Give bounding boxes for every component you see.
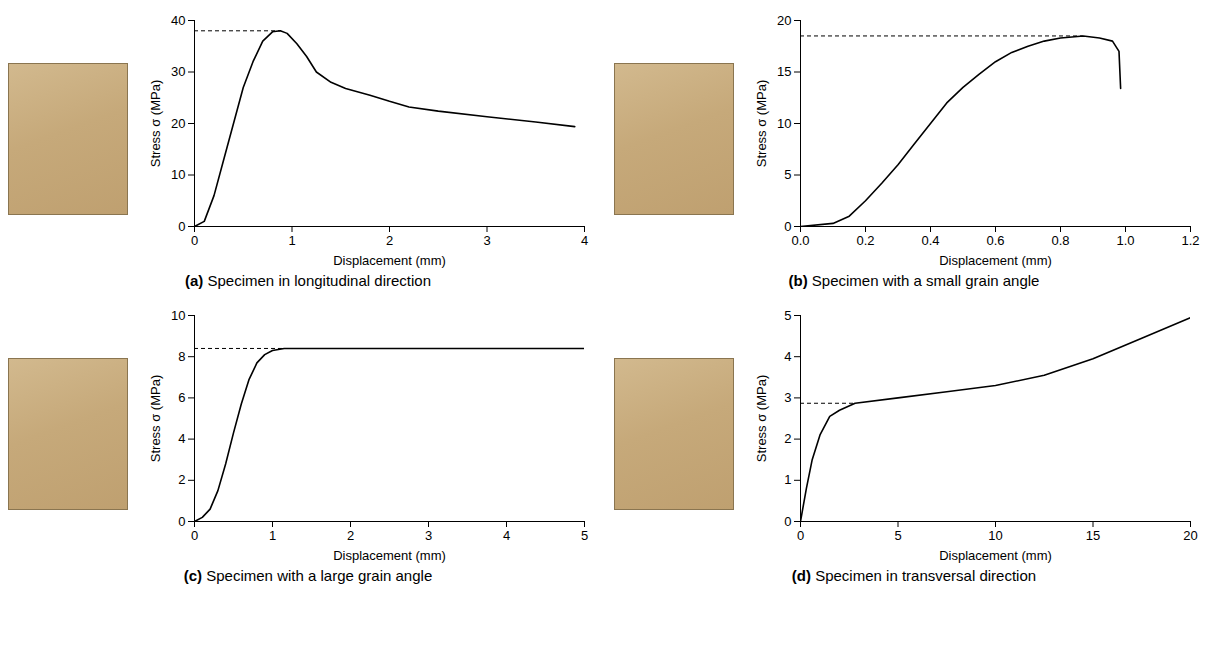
svg-text:3: 3 — [425, 528, 432, 543]
svg-text:0: 0 — [191, 233, 198, 248]
svg-text:2: 2 — [386, 233, 393, 248]
svg-text:20: 20 — [171, 116, 185, 131]
svg-text:1.2: 1.2 — [1181, 233, 1199, 248]
svg-text:0.4: 0.4 — [921, 233, 939, 248]
html-text:(c) Specimen with a large grai: (c) Specimen with a large grain angle — [183, 567, 433, 584]
svg-text:30: 30 — [171, 64, 185, 79]
svg-text:Stress σ (MPa): Stress σ (MPa) — [754, 80, 769, 167]
svg-text:Stress σ (MPa): Stress σ (MPa) — [148, 80, 163, 167]
svg-text:0: 0 — [784, 514, 791, 529]
svg-text:5: 5 — [784, 167, 791, 182]
svg-text:0.0: 0.0 — [791, 233, 809, 248]
svg-text:4: 4 — [581, 233, 588, 248]
svg-text:0.6: 0.6 — [986, 233, 1004, 248]
svg-text:10: 10 — [171, 308, 185, 323]
svg-text:10: 10 — [988, 528, 1002, 543]
svg-text:2: 2 — [347, 528, 354, 543]
svg-text:1: 1 — [288, 233, 295, 248]
svg-text:5: 5 — [784, 308, 791, 323]
svg-text:0: 0 — [191, 528, 198, 543]
svg-text:4: 4 — [784, 349, 791, 364]
svg-text:0: 0 — [784, 219, 791, 234]
html-text:(b) Specimen with a small grai: (b) Specimen with a small grain angle — [788, 272, 1040, 289]
svg-text:0: 0 — [178, 514, 185, 529]
svg-text:2: 2 — [178, 472, 185, 487]
svg-text:4: 4 — [503, 528, 510, 543]
svg-text:1.0: 1.0 — [1116, 233, 1134, 248]
svg-text:40: 40 — [171, 13, 185, 28]
svg-text:Displacement (mm): Displacement (mm) — [939, 548, 1052, 563]
svg-text:1: 1 — [269, 528, 276, 543]
svg-text:5: 5 — [894, 528, 901, 543]
svg-text:Displacement (mm): Displacement (mm) — [333, 253, 446, 268]
svg-text:Displacement (mm): Displacement (mm) — [333, 548, 446, 563]
svg-text:8: 8 — [178, 349, 185, 364]
svg-text:6: 6 — [178, 390, 185, 405]
svg-text:20: 20 — [1183, 528, 1197, 543]
svg-text:0: 0 — [178, 219, 185, 234]
svg-text:2: 2 — [784, 431, 791, 446]
svg-text:10: 10 — [171, 167, 185, 182]
svg-text:20: 20 — [777, 13, 791, 28]
svg-text:1: 1 — [784, 472, 791, 487]
svg-text:Stress σ (MPa): Stress σ (MPa) — [148, 375, 163, 462]
svg-text:4: 4 — [178, 431, 185, 446]
svg-text:15: 15 — [777, 64, 791, 79]
svg-text:0.8: 0.8 — [1051, 233, 1069, 248]
svg-text:0: 0 — [797, 528, 804, 543]
svg-text:10: 10 — [777, 116, 791, 131]
svg-text:3: 3 — [483, 233, 490, 248]
svg-text:Displacement (mm): Displacement (mm) — [939, 253, 1052, 268]
html-text:(d) Specimen in transversal di: (d) Specimen in transversal direction — [791, 567, 1037, 584]
svg-text:15: 15 — [1086, 528, 1100, 543]
svg-text:3: 3 — [784, 390, 791, 405]
svg-text:5: 5 — [581, 528, 588, 543]
html-text:(a) Specimen in longitudinal d: (a) Specimen in longitudinal direction — [185, 272, 431, 289]
svg-text:0.2: 0.2 — [856, 233, 874, 248]
svg-text:Stress σ (MPa): Stress σ (MPa) — [754, 375, 769, 462]
